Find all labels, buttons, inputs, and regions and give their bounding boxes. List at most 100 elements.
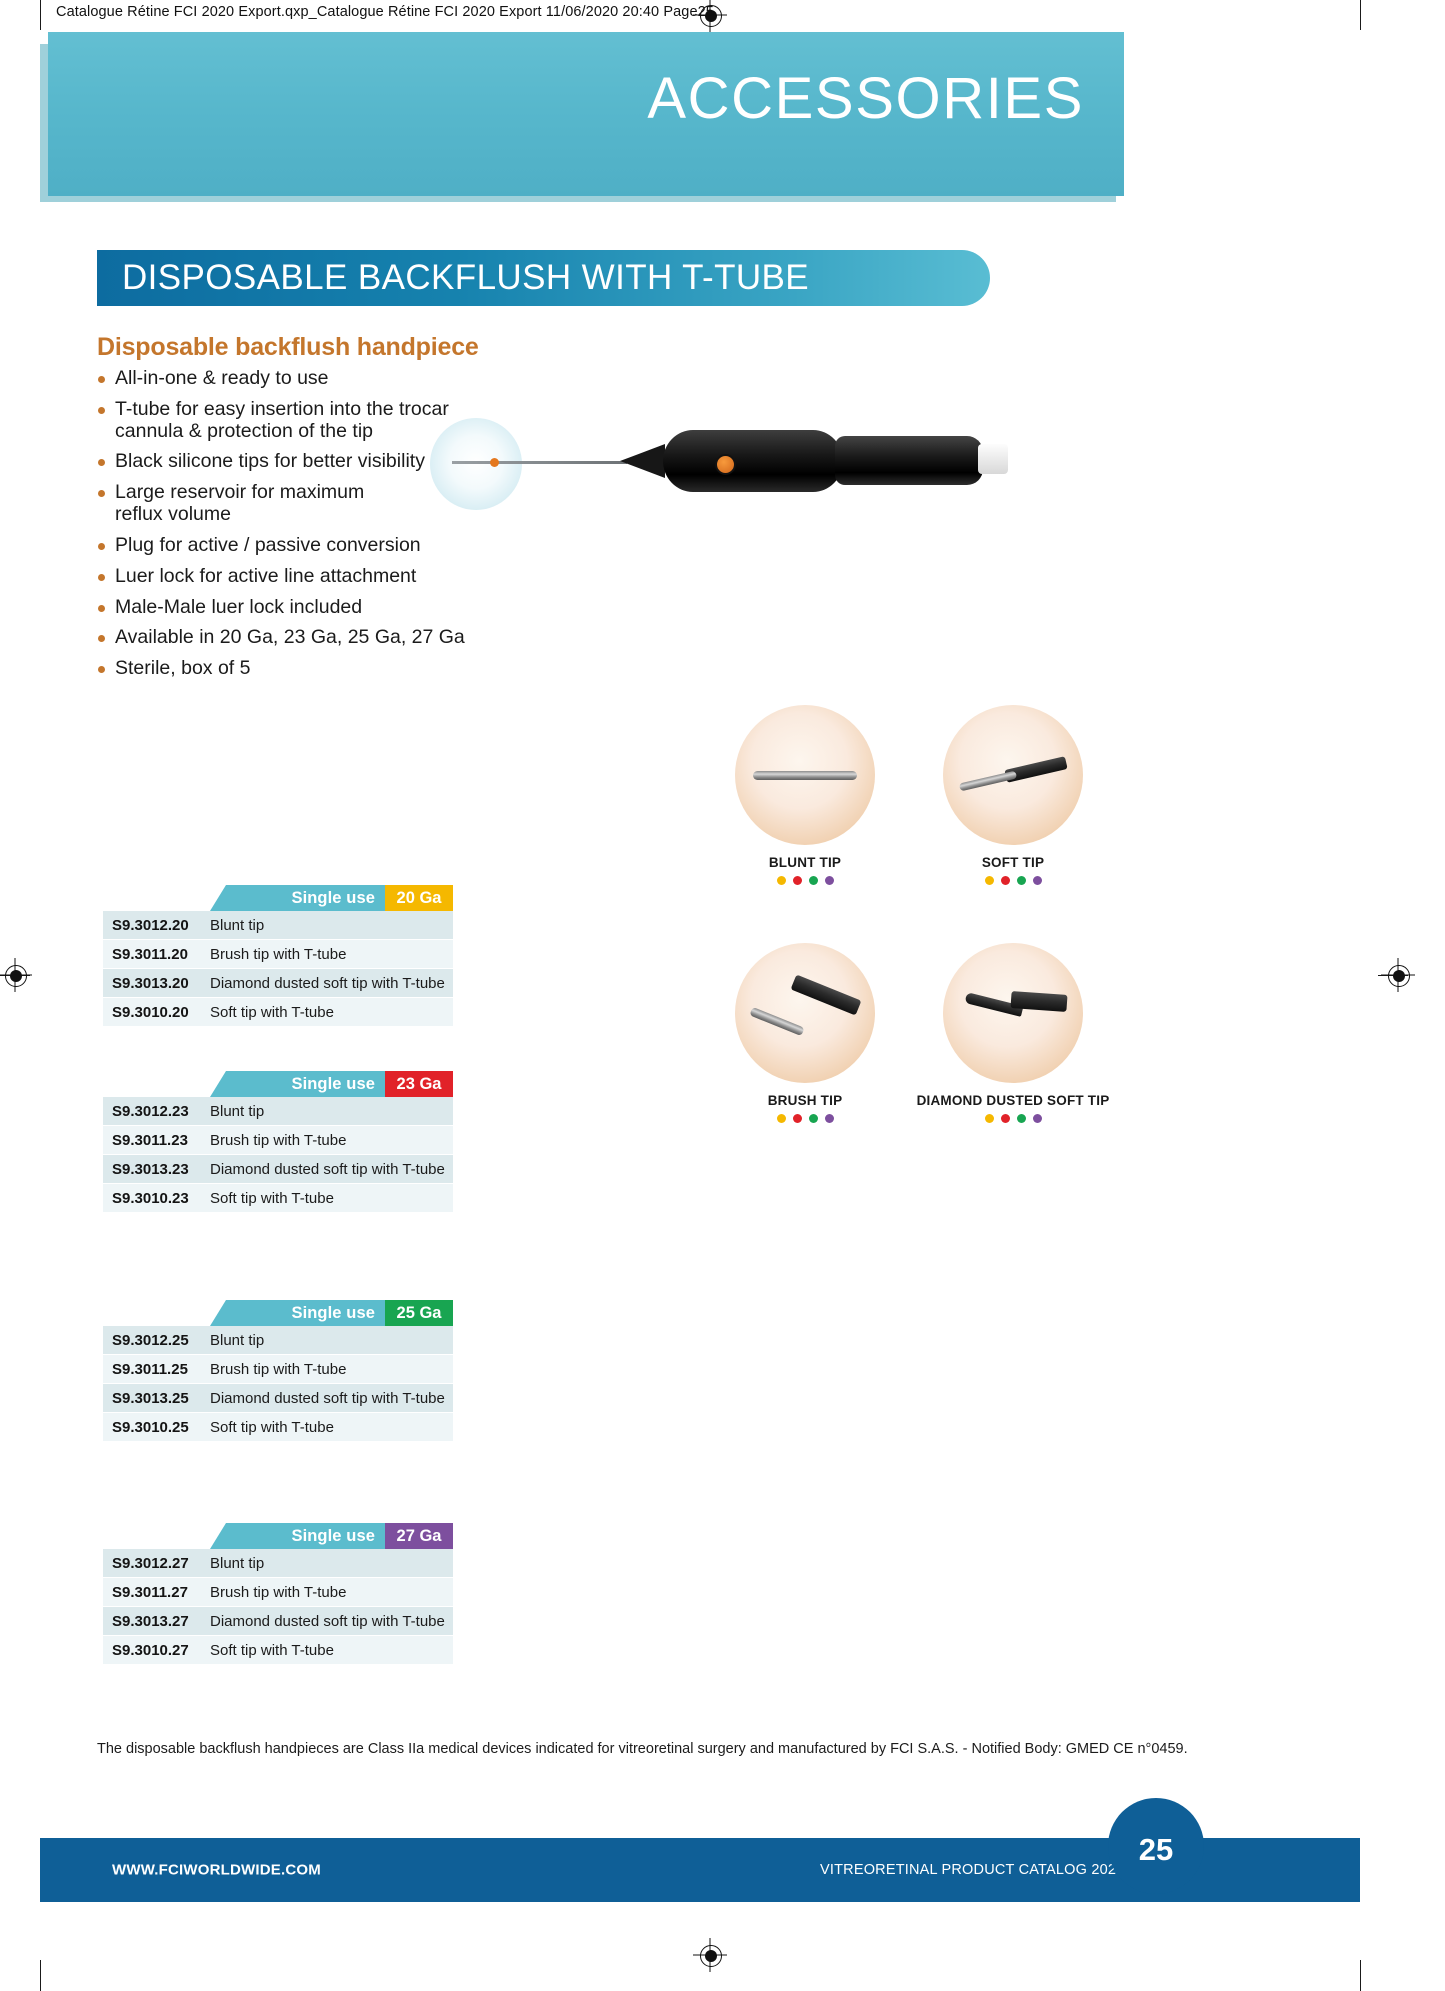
- single-use-label: Single use: [291, 1304, 375, 1322]
- product-ref: S9.3012.25: [112, 1331, 189, 1349]
- product-ref: S9.3012.27: [112, 1554, 189, 1572]
- tip-card-diamond: DIAMOND DUSTED SOFT TIP: [913, 943, 1113, 1123]
- brush-tip-sleeve: [790, 974, 862, 1016]
- single-use-band: [210, 885, 385, 911]
- bullet-text: All-in-one & ready to use: [115, 367, 329, 389]
- product-desc: Blunt tip: [210, 1331, 265, 1349]
- gauge-dot-row: [705, 1114, 905, 1123]
- bullet-dot-icon: [98, 490, 105, 498]
- registration-mark-bottom: [693, 1938, 727, 1972]
- footer-website-link[interactable]: WWW.FCIWORLDWIDE.COM: [112, 1861, 321, 1879]
- gauge-dot-27ga-icon: [1032, 876, 1042, 885]
- gauge-dot-20ga-icon: [776, 876, 786, 885]
- list-item: T-tube for easy insertion into the troca…: [97, 397, 507, 443]
- bullet-dot-icon: [98, 604, 105, 612]
- table-header: Single use 25 Ga: [103, 1300, 453, 1326]
- page-number-bubble: [1108, 1798, 1204, 1894]
- product-desc: Diamond dusted soft tip with T-tube: [210, 974, 445, 992]
- product-desc: Diamond dusted soft tip with T-tube: [210, 1389, 445, 1407]
- crop-mark-right: [1360, 0, 1361, 30]
- gauge-dot-23ga-icon: [792, 876, 802, 885]
- product-table-25ga: Single use 25 Ga S9.3012.25 Blunt tip S9.…: [103, 1300, 453, 1442]
- gauge-dot-27ga-icon: [824, 1114, 834, 1123]
- table-row: S9.3010.27 Soft tip with T-tube: [103, 1636, 453, 1665]
- table-row: S9.3013.20 Diamond dusted soft tip with T…: [103, 969, 453, 998]
- table-row: S9.3010.23 Soft tip with T-tube: [103, 1184, 453, 1213]
- single-use-label: Single use: [291, 889, 375, 907]
- product-ref: S9.3013.25: [112, 1389, 189, 1407]
- product-ref: S9.3010.25: [112, 1418, 189, 1436]
- reflux-button-icon: [715, 454, 736, 475]
- gauge-badge: 27 Ga: [385, 1523, 453, 1549]
- tip-card-blunt: BLUNT TIP: [705, 705, 905, 885]
- tip-photo-soft: [943, 705, 1083, 845]
- gauge-dot-row: [913, 876, 1113, 885]
- product-desc: Brush tip with T-tube: [210, 1131, 347, 1149]
- crop-mark-left-bottom: [40, 1960, 41, 1991]
- bullet-text: T-tube for easy insertion into the troca…: [115, 397, 449, 420]
- bullet-text: Luer lock for active line attachment: [115, 564, 417, 587]
- gauge-dot-23ga-icon: [1000, 876, 1010, 885]
- product-desc: Diamond dusted soft tip with T-tube: [210, 1160, 445, 1178]
- product-desc: Soft tip with T-tube: [210, 1189, 334, 1207]
- list-item: Luer lock for active line attachment: [97, 564, 507, 588]
- page-number: 25: [1138, 1832, 1174, 1867]
- table-row: S9.3013.23 Diamond dusted soft tip with T…: [103, 1155, 453, 1184]
- handpiece-grip: [835, 436, 983, 485]
- table-row: S9.3012.27 Blunt tip: [103, 1549, 453, 1578]
- bullet-dot-icon: [98, 635, 105, 643]
- single-use-band: [210, 1071, 385, 1097]
- product-ref: S9.3011.27: [112, 1583, 188, 1601]
- section-title: DISPOSABLE BACKFLUSH WITH T-TUBE: [122, 258, 810, 297]
- gauge-dot-row: [913, 1114, 1113, 1123]
- product-ref: S9.3012.23: [112, 1102, 189, 1120]
- print-slug: Catalogue Rétine FCI 2020 Export.qxp_Cat…: [56, 4, 714, 20]
- registration-mark-top: [693, 0, 727, 32]
- product-subtitle: Disposable backflush handpiece: [97, 333, 479, 361]
- registration-mark-left: [0, 958, 32, 992]
- table-header: Single use 20 Ga: [103, 885, 453, 911]
- bullet-dot-icon: [98, 573, 105, 581]
- product-ref: S9.3010.23: [112, 1189, 189, 1207]
- product-desc: Soft tip with T-tube: [210, 1641, 334, 1659]
- tip-card-brush: BRUSH TIP: [705, 943, 905, 1123]
- section-title-bar: DISPOSABLE BACKFLUSH WITH T-TUBE: [97, 250, 990, 306]
- registration-mark-right: [1381, 958, 1415, 992]
- crop-mark-right-bottom: [1360, 1960, 1361, 1991]
- list-item: Sterile, box of 5: [97, 657, 507, 680]
- product-desc: Blunt tip: [210, 1554, 265, 1572]
- feature-bullet-list: All-in-one & ready to use T-tube for eas…: [97, 367, 507, 689]
- tip-label: DIAMOND DUSTED SOFT TIP: [916, 1093, 1110, 1108]
- table-row: S9.3012.25 Blunt tip: [103, 1326, 453, 1355]
- bullet-text: Black silicone tips for better visibilit…: [115, 450, 425, 473]
- bullet-dot-icon: [98, 406, 105, 414]
- bullet-dot-icon: [98, 666, 105, 674]
- bullet-text: Available in 20 Ga, 23 Ga, 25 Ga, 27 Ga: [115, 626, 465, 649]
- handpiece-illustration: [430, 400, 1030, 530]
- gauge-badge: 20 Ga: [385, 885, 453, 911]
- product-ref: S9.3011.23: [112, 1131, 188, 1149]
- single-use-label: Single use: [291, 1075, 375, 1093]
- bullet-dot-icon: [98, 542, 105, 550]
- table-row: S9.3012.20 Blunt tip: [103, 911, 453, 940]
- handpiece-body: [663, 430, 843, 492]
- bullet-dot-icon: [98, 376, 105, 383]
- table-row: S9.3013.25 Diamond dusted soft tip with T…: [103, 1384, 453, 1413]
- gauge-dot-20ga-icon: [984, 1114, 994, 1123]
- product-desc: Diamond dusted soft tip with T-tube: [210, 1612, 445, 1630]
- gauge-dot-27ga-icon: [1032, 1114, 1042, 1123]
- bullet-text: Male-Male luer lock included: [115, 595, 363, 618]
- table-row: S9.3013.27 Diamond dusted soft tip with T…: [103, 1607, 453, 1636]
- product-table-23ga: Single use 23 Ga S9.3012.23 Blunt tip S9.…: [103, 1071, 453, 1213]
- gauge-badge: 25 Ga: [385, 1300, 453, 1326]
- tip-label: BRUSH TIP: [767, 1093, 843, 1108]
- table-header: Single use 23 Ga: [103, 1071, 453, 1097]
- tip-marker-icon: [490, 458, 499, 467]
- product-table-27ga: Single use 27 Ga S9.3012.27 Blunt tip S9.…: [103, 1523, 453, 1665]
- tip-photo-diamond: [943, 943, 1083, 1083]
- product-desc: Soft tip with T-tube: [210, 1418, 334, 1436]
- table-row: S9.3011.20 Brush tip with T-tube: [103, 940, 453, 969]
- gauge-badge: 23 Ga: [385, 1071, 453, 1097]
- table-row: S9.3011.23 Brush tip with T-tube: [103, 1126, 453, 1155]
